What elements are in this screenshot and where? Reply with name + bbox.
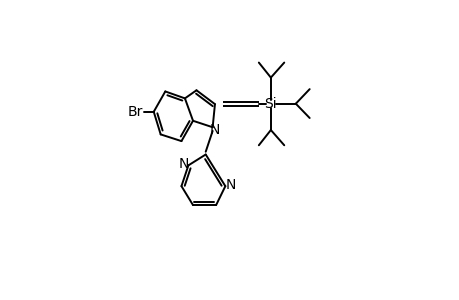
Text: Br: Br bbox=[127, 105, 143, 119]
Text: N: N bbox=[209, 123, 219, 137]
Text: N: N bbox=[178, 157, 188, 171]
Text: N: N bbox=[225, 178, 235, 192]
Text: Si: Si bbox=[264, 97, 277, 111]
